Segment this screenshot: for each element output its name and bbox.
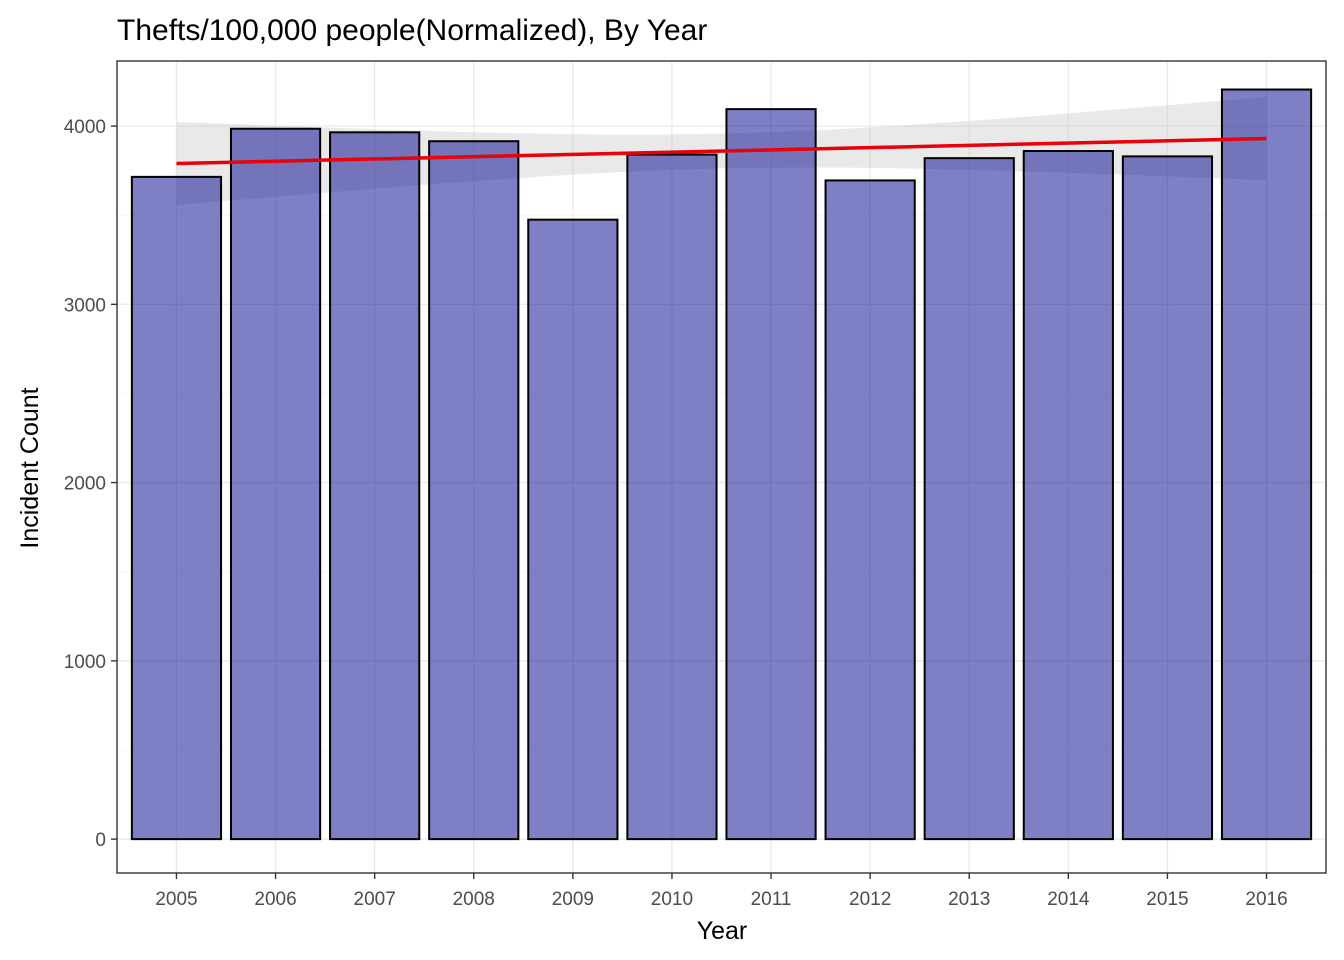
panel-border (116, 60, 1327, 874)
x-tick-label: 2010 (651, 889, 693, 910)
x-tick-label: 2013 (948, 889, 990, 910)
x-tick-label: 2008 (453, 889, 495, 910)
y-tick-label: 4000 (64, 117, 106, 138)
trend-line-group (176, 136, 1267, 166)
bars (130, 88, 1313, 841)
x-axis: 2005 2006 2007 2008 2009 2010 2011 2012 2013 2014… (155, 873, 1288, 910)
x-tick-label: 2012 (849, 889, 891, 910)
x-tick-label: 2014 (1047, 889, 1090, 910)
x-tick-label: 2006 (254, 889, 296, 910)
x-tick-label: 2005 (155, 889, 197, 910)
y-axis-title: Incident Count (16, 387, 44, 548)
bar-2012 (824, 179, 916, 841)
y-tick-label: 3000 (64, 295, 106, 316)
bar-2016 (1220, 88, 1313, 841)
x-tick-label: 2015 (1146, 889, 1188, 910)
bar-2008 (428, 140, 520, 841)
bar-2011 (725, 108, 817, 841)
bar-2013 (923, 157, 1015, 841)
y-axis: 0 1000 2000 3000 4000 (64, 117, 117, 851)
trend-line (176, 136, 1267, 166)
bar-2007 (329, 131, 421, 841)
y-tick-label: 0 (95, 830, 106, 851)
x-axis-title: Year (697, 917, 748, 945)
x-tick-label: 2009 (552, 889, 594, 910)
y-tick-label: 1000 (64, 652, 106, 673)
x-tick-label: 2016 (1245, 889, 1287, 910)
bar-2006 (229, 127, 322, 841)
x-tick-label: 2011 (751, 889, 792, 910)
bar-2014 (1022, 150, 1114, 841)
x-tick-label: 2007 (354, 889, 396, 910)
bar-2005 (130, 175, 223, 841)
chart-title: Thefts/100,000 people(Normalized), By Ye… (117, 14, 707, 47)
y-tick-label: 2000 (64, 474, 106, 495)
bar-2015 (1121, 155, 1214, 841)
bar-2010 (626, 153, 718, 841)
bar-2009 (527, 218, 619, 841)
